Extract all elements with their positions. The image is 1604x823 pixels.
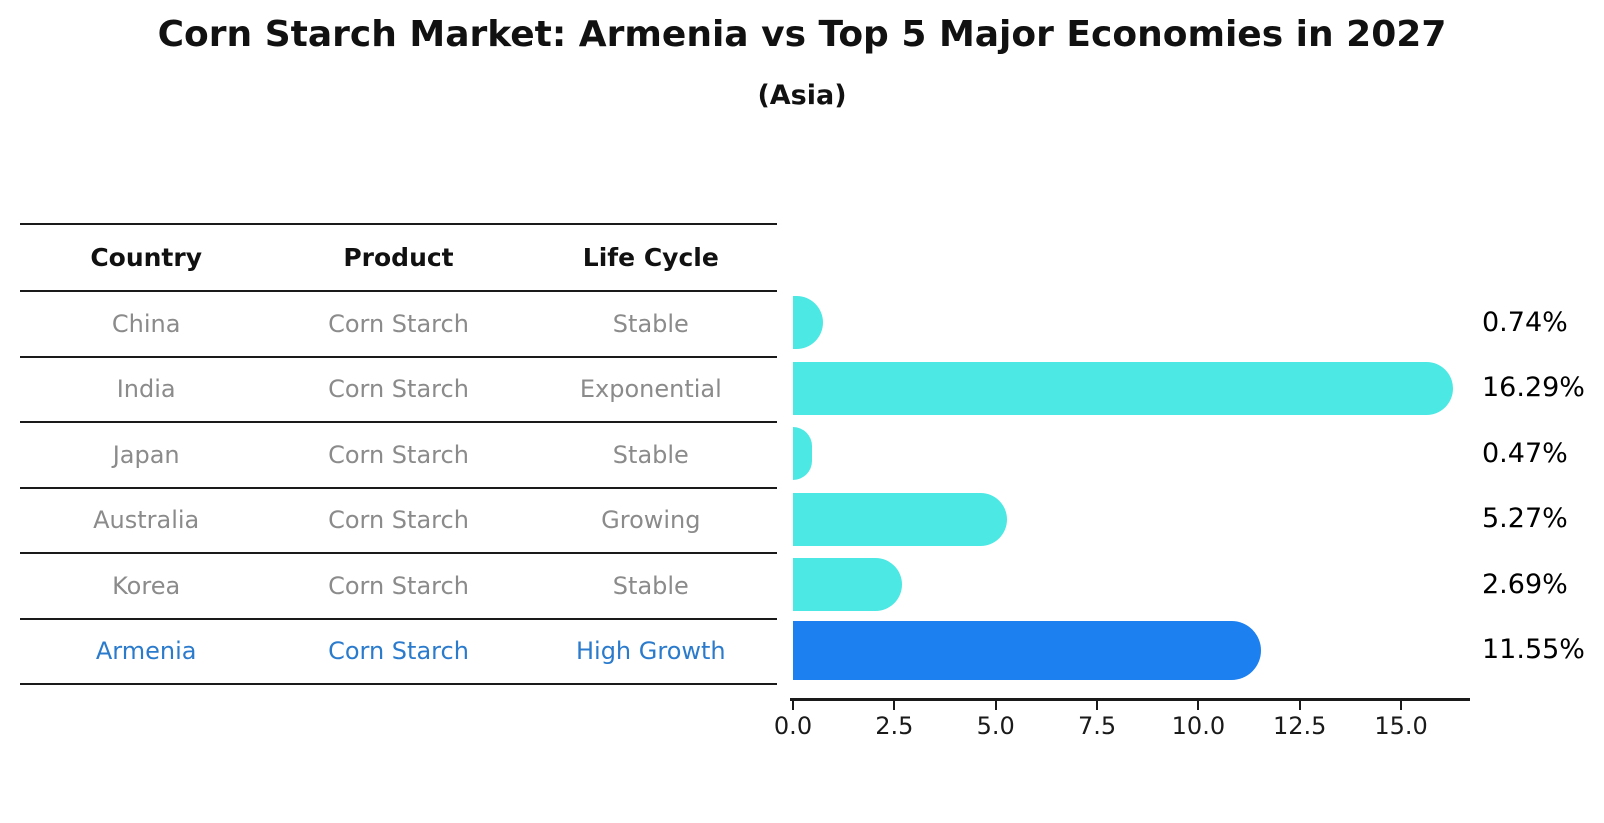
- cell-product: Corn Starch: [328, 375, 469, 404]
- cell-life-cycle: Stable: [612, 309, 689, 338]
- cell-life-cycle: Stable: [612, 440, 689, 469]
- table-row-armenia: Armenia Corn Starch High Growth: [20, 620, 777, 685]
- x-axis-line: [790, 698, 1470, 701]
- value-label: 11.55%: [1482, 634, 1585, 665]
- value-label: 0.74%: [1482, 307, 1568, 338]
- x-axis-tick-label: 5.0: [976, 712, 1015, 740]
- x-axis-tick-label: 10.0: [1171, 712, 1226, 740]
- bar-china: [793, 296, 823, 349]
- cell-product: Corn Starch: [328, 506, 469, 535]
- x-axis-tick-label: 2.5: [875, 712, 914, 740]
- bar-japan: [793, 427, 813, 480]
- bar-korea: [793, 558, 903, 611]
- cell-country: China: [111, 309, 181, 338]
- bar-armenia: [793, 621, 1262, 680]
- cell-country: Korea: [112, 571, 181, 600]
- cell-life-cycle: Exponential: [579, 375, 722, 404]
- column-header-country: Country: [90, 243, 203, 272]
- column-header-product: Product: [343, 243, 454, 272]
- x-axis-tick: [994, 700, 997, 710]
- chart-title: Corn Starch Market: Armenia vs Top 5 Maj…: [157, 14, 1447, 55]
- chart-subtitle: (Asia): [757, 80, 847, 111]
- table-row-india: India Corn Starch Exponential: [20, 358, 777, 423]
- table-header-row: Country Product Life Cycle: [20, 225, 777, 292]
- table-row-japan: Japan Corn Starch Stable: [20, 423, 777, 489]
- value-label: 0.47%: [1482, 438, 1568, 469]
- bar-australia: [793, 493, 1007, 546]
- value-label: 2.69%: [1482, 569, 1568, 600]
- cell-country: Australia: [93, 506, 200, 535]
- x-axis-tick: [1298, 700, 1301, 710]
- cell-life-cycle: Growing: [601, 506, 701, 535]
- x-axis-tick: [1400, 700, 1403, 710]
- value-label: 5.27%: [1482, 503, 1568, 534]
- table-row-china: China Corn Starch Stable: [20, 292, 777, 358]
- value-label: 16.29%: [1482, 372, 1585, 403]
- cell-life-cycle: Stable: [612, 571, 689, 600]
- x-axis-tick: [1096, 700, 1099, 710]
- bar-chart-plot-area: 0.0 2.5 5.0 7.5 10.0 12.5 15.0: [774, 257, 1470, 740]
- x-axis-tick-label: 7.5: [1077, 712, 1117, 740]
- cell-country: Armenia: [95, 637, 197, 666]
- cell-product: Corn Starch: [328, 571, 469, 600]
- x-axis-tick: [792, 700, 794, 710]
- x-axis-tick-label: 15.0: [1374, 712, 1428, 740]
- country-table: Country Product Life Cycle China Corn St…: [20, 223, 777, 685]
- column-header-life-cycle: Life Cycle: [582, 243, 719, 272]
- cell-product: Corn Starch: [328, 440, 469, 469]
- cell-product: Corn Starch: [328, 637, 469, 666]
- cell-product: Corn Starch: [328, 309, 469, 338]
- table-row-australia: Australia Corn Starch Growing: [20, 489, 777, 554]
- x-axis-tick: [893, 700, 896, 710]
- bar-india: [793, 362, 1454, 415]
- cell-life-cycle: High Growth: [575, 637, 726, 666]
- x-axis-tick-label: 0.0: [773, 712, 813, 740]
- cell-country: Japan: [112, 440, 180, 469]
- table-row-korea: Korea Corn Starch Stable: [20, 554, 777, 620]
- cell-country: India: [116, 375, 176, 404]
- x-axis-tick: [1197, 700, 1200, 710]
- x-axis-tick-label: 12.5: [1273, 712, 1327, 740]
